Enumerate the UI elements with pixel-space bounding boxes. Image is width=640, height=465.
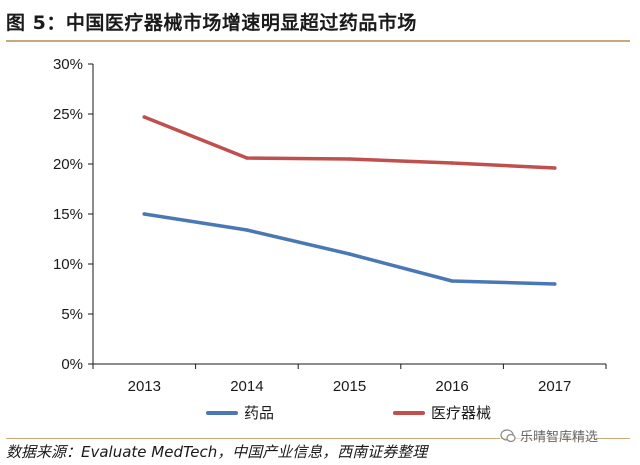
legend-label-device: 医疗器械	[431, 404, 491, 422]
x-tick-label: 2014	[230, 378, 263, 395]
chart-series	[142, 115, 557, 286]
y-tick-label: 0%	[61, 356, 83, 373]
source-note: 数据来源：Evaluate MedTech，中国产业信息，西南证券整理	[6, 443, 428, 461]
y-tick-label: 20%	[53, 156, 83, 173]
x-tick-label: 2015	[333, 378, 366, 395]
title-divider	[6, 40, 630, 42]
y-tick-label: 30%	[53, 56, 83, 73]
line-chart: 0%5%10%15%20%25%30%2013 2014 2015 2016 2017 …	[53, 56, 607, 422]
y-tick-label: 15%	[53, 206, 83, 223]
watermark-text: 乐晴智库精选	[520, 430, 599, 445]
data-point-device	[552, 166, 557, 170]
chat-bubble-icon	[500, 428, 516, 442]
y-tick-label: 10%	[53, 256, 83, 273]
source-divider	[6, 438, 630, 439]
series-line-drug	[142, 212, 557, 286]
chart-legend: 药品 医疗器械	[206, 404, 491, 422]
data-point-drug	[450, 279, 454, 283]
x-tick-label: 2013	[128, 378, 161, 395]
y-tick-label: 25%	[53, 106, 83, 123]
chart-axes: 0% 5% 10% 15% 20% 25% 30% 2013 2014 2015 2016 2017	[53, 56, 607, 395]
watermark: 乐晴智库精选	[500, 426, 599, 445]
data-point-drug	[347, 252, 352, 256]
data-point-device	[347, 157, 352, 161]
x-tick-label: 2017	[538, 378, 571, 395]
data-point-device	[142, 115, 147, 119]
data-point-drug	[245, 228, 249, 232]
figure-title: 图 5：中国医疗器械市场增速明显超过药品市场	[6, 12, 417, 34]
data-point-drug	[142, 212, 147, 216]
legend-label-drug: 药品	[244, 404, 274, 422]
data-point-drug	[552, 282, 557, 286]
x-tick-label: 2016	[435, 378, 468, 395]
y-tick-label: 5%	[61, 306, 83, 323]
data-point-device	[245, 156, 249, 160]
data-point-device	[450, 161, 454, 165]
